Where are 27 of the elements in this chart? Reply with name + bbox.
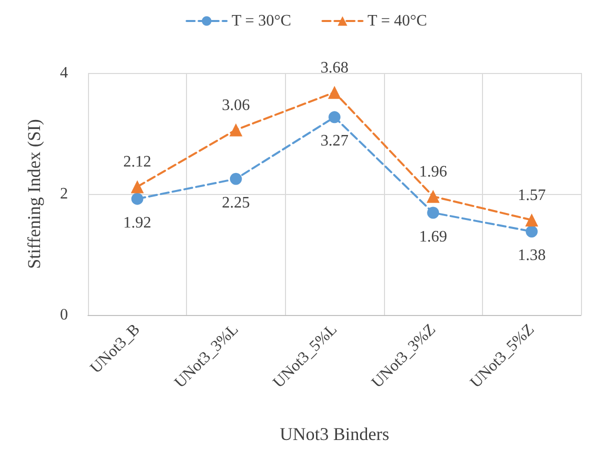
- point: [526, 226, 538, 238]
- data-label: 1.57: [518, 187, 546, 204]
- point: [427, 206, 440, 219]
- data-label: 2.12: [123, 154, 152, 171]
- point: [328, 111, 340, 124]
- data-label: 3.68: [320, 59, 348, 76]
- point: [426, 190, 440, 203]
- point: [130, 180, 144, 194]
- data-label: 3.06: [222, 96, 250, 114]
- point: [230, 172, 242, 185]
- x-axis-title: UNot3 Binders: [280, 424, 390, 444]
- y-tick-label: 2: [60, 186, 68, 202]
- y-tick-label: 4: [60, 64, 68, 82]
- y-axis-title: Stiffening Index (SI): [24, 119, 44, 269]
- point: [525, 214, 538, 227]
- data-label: 2.25: [222, 194, 250, 212]
- data-label: 1.38: [518, 247, 546, 264]
- legend-label: T = 40°C: [368, 12, 428, 30]
- data-label: 1.92: [123, 214, 152, 232]
- legend-label: T = 30°C: [232, 12, 292, 30]
- data-label: 1.69: [419, 228, 448, 246]
- y-tick-label: 0: [60, 306, 68, 324]
- point: [229, 123, 242, 136]
- point: [328, 86, 341, 99]
- data-label: 3.27: [320, 132, 348, 150]
- point: [131, 192, 144, 205]
- data-label: 1.96: [419, 163, 448, 180]
